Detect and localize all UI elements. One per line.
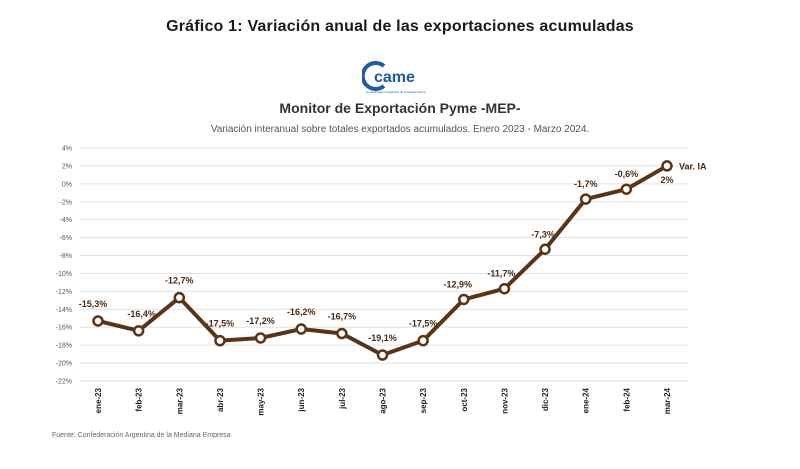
x-tick-label: oct-23 (460, 387, 469, 411)
series-line-path (96, 163, 669, 358)
data-point (295, 323, 307, 335)
data-point (254, 332, 267, 344)
data-point (214, 334, 226, 347)
logo-arc (362, 61, 386, 91)
data-point (92, 315, 104, 327)
x-tick-label: ene-24 (582, 387, 591, 413)
x-axis-ticks: ene-23 feb-23 mar-23 abr-23 may-23 jun-23 jul-… (94, 387, 672, 415)
y-tick-label: -10% (56, 271, 72, 278)
x-tick-label: dic-23 (541, 387, 550, 411)
chart-title: Monitor de Exportación Pyme -MEP- (279, 100, 521, 116)
x-tick-label: nov-23 (500, 387, 509, 413)
x-tick-label: abr-23 (216, 387, 225, 412)
data-point (661, 160, 673, 172)
data-point (417, 334, 429, 347)
y-tick-label: -18% (56, 343, 72, 350)
y-tick-label: -2% (60, 199, 72, 206)
y-tick-label: -4% (60, 217, 72, 224)
data-label: -0,6% (615, 169, 639, 179)
y-tick-label: -16% (56, 325, 72, 332)
y-tick-label: 2% (62, 163, 72, 170)
y-tick-label: 0% (62, 181, 72, 188)
data-point (620, 183, 633, 195)
data-label: -16,7% (328, 312, 357, 322)
data-label: -17,2% (246, 316, 275, 326)
data-point (539, 243, 551, 256)
data-point (498, 282, 511, 295)
logo-text: came (374, 69, 415, 86)
source-note: Fuente: Confederación Argentina de la Me… (52, 432, 231, 439)
y-tick-label: -22% (56, 379, 72, 386)
data-label: -16,4% (127, 309, 156, 319)
x-tick-label: mar-24 (663, 387, 672, 414)
y-tick-label: -20% (56, 361, 72, 368)
chart-subtitle: Variación interanual sobre totales expor… (210, 124, 590, 135)
data-label: -17,5% (206, 319, 235, 329)
data-point (376, 349, 389, 361)
gridlines (79, 147, 688, 382)
x-tick-label: feb-24 (622, 387, 631, 411)
data-label: -12,7% (165, 276, 194, 286)
x-tick-label: ene-23 (94, 387, 103, 413)
x-tick-label: jun-23 (297, 387, 306, 412)
data-point (579, 193, 592, 205)
data-label: -19,1% (368, 333, 397, 343)
series-markers (92, 160, 673, 361)
series-line (96, 163, 669, 358)
x-tick-label: ago-23 (379, 387, 388, 413)
data-label: -16,2% (287, 307, 316, 317)
y-tick-label: -6% (60, 235, 72, 242)
data-point (173, 291, 186, 304)
came-logo: came (362, 61, 415, 91)
data-point (458, 293, 470, 306)
data-label: -17,5% (409, 319, 438, 329)
y-tick-label: 4% (62, 146, 72, 153)
data-label: -12,9% (444, 279, 473, 289)
data-point (132, 325, 145, 337)
series-legend-label: Var. IA (679, 161, 707, 171)
data-point (336, 327, 348, 340)
figure-title: Gráfico 1: Variación anual de las export… (166, 18, 634, 35)
data-label: -11,7% (487, 269, 515, 279)
y-axis-ticks: 4% 2% 0% -2% -4% -6% -8% -10% -12% -14% -16% -18% -2… (56, 146, 72, 386)
y-tick-label: -12% (56, 289, 72, 296)
x-tick-label: may-23 (257, 387, 266, 415)
x-tick-label: mar-23 (175, 387, 184, 414)
data-labels: -15,3% -16,4% -12,7% -17,5% -17,2% -16,2% -16,… (79, 161, 707, 343)
data-label: -7,3% (531, 229, 555, 239)
data-label: -15,3% (79, 299, 108, 309)
data-label: -1,7% (574, 179, 598, 189)
data-label: 2% (660, 175, 673, 185)
x-tick-label: sep-23 (419, 387, 428, 413)
y-tick-label: -14% (56, 307, 72, 314)
logo-subtext: Confederación Argentina de la Mediana Em… (366, 90, 426, 94)
x-tick-label: feb-23 (135, 387, 144, 411)
x-tick-label: jul-23 (338, 387, 347, 409)
y-tick-label: -8% (60, 253, 72, 260)
